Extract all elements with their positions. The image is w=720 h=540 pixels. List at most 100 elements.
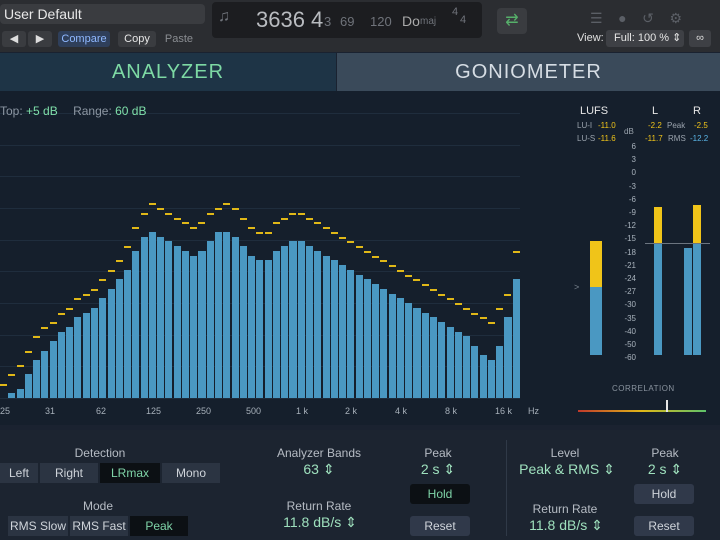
det-right[interactable]: Right (40, 463, 98, 483)
meter-scale-tick: -40 (624, 326, 636, 336)
peak-marker (463, 307, 471, 310)
spectrum-bar (405, 303, 413, 398)
spectrum-bar (413, 307, 421, 398)
frequency-tick: 31 (45, 406, 56, 416)
peak-label: Peak (667, 121, 686, 130)
peak-marker (504, 293, 512, 296)
r-peak-hold-select[interactable]: 2 s ⇕ (647, 461, 683, 477)
record-icon[interactable]: ● (618, 10, 627, 26)
compare-button[interactable]: Compare (58, 31, 110, 47)
spectrum-bar (206, 241, 214, 398)
meter-scale-tick: -30 (624, 300, 636, 310)
hold-button[interactable]: Hold (410, 484, 470, 504)
settings-icon[interactable]: ⚙ (669, 10, 683, 26)
r-hold-button[interactable]: Hold (634, 484, 694, 504)
spectrum-bar (33, 360, 41, 398)
peak-marker (16, 364, 24, 367)
spectrum-bar (289, 241, 297, 398)
peak-marker (132, 227, 140, 229)
preset-menu[interactable]: User Default (0, 4, 205, 24)
mode-peak[interactable]: Peak (130, 516, 188, 536)
spectrum-bar (314, 250, 322, 398)
frequency-tick: 1 k (296, 406, 309, 416)
range-label: Range: (73, 104, 112, 118)
next-preset-button[interactable]: ▶ (28, 31, 52, 47)
r-return-rate-select[interactable]: 11.8 dB/s ⇕ (529, 517, 603, 533)
spectrum-bar (124, 269, 132, 398)
spectrum-bar (248, 255, 256, 398)
db-label: dB (624, 127, 634, 136)
cycle-button[interactable]: ⇄ (497, 8, 527, 34)
spectrum-bar (438, 322, 446, 398)
copy-button[interactable]: Copy (118, 31, 156, 47)
spectrum-bar (107, 288, 115, 398)
peak-marker (471, 312, 479, 315)
lcd-tempo: 120 (370, 14, 392, 29)
peak-marker (148, 203, 156, 206)
r-reset-button[interactable]: Reset (634, 516, 694, 536)
r-rms-meter-b (684, 248, 692, 355)
frequency-tick: 8 k (445, 406, 458, 416)
peak-marker (438, 293, 446, 296)
r-rms-value: -12.2 (690, 134, 709, 143)
reset-button[interactable]: Reset (410, 516, 470, 536)
return-rate-select[interactable]: 11.8 dB/s ⇕ (283, 514, 357, 530)
lcd-key: Do (402, 13, 420, 29)
tab-goniometer[interactable]: GONIOMETER (337, 53, 720, 91)
meter-scale-tick: -27 (624, 287, 636, 297)
meter-scale-tick: -50 (624, 340, 636, 349)
mode-rms-slow[interactable]: RMS Slow (8, 516, 68, 536)
peak-hold-select[interactable]: 2 s ⇕ (420, 461, 456, 477)
top-value[interactable]: +5 dB (26, 104, 58, 118)
zoom-value: Full: 100 % (614, 32, 670, 44)
peak-marker (256, 231, 264, 234)
peak-marker (215, 208, 223, 210)
spectrum-bar (231, 236, 239, 398)
mode-rms-fast[interactable]: RMS Fast (70, 516, 128, 536)
r-header: R (693, 105, 701, 117)
meter-scale-tick: 0 (631, 168, 636, 178)
peak-marker (115, 260, 123, 263)
lcd-sig-top: 4 (452, 6, 459, 18)
range-value[interactable]: 60 dB (115, 104, 147, 118)
spectrum-bar (198, 250, 206, 398)
peak-marker (90, 288, 98, 291)
level-select[interactable]: Peak & RMS ⇕ (519, 461, 615, 477)
spectrum-bar (512, 279, 520, 398)
history-icon[interactable]: ↺ (642, 10, 654, 26)
peak-marker (239, 217, 247, 220)
peak-marker (272, 222, 280, 225)
peak-marker (512, 250, 520, 253)
det-mono[interactable]: Mono (162, 463, 220, 483)
paste-button[interactable]: Paste (164, 33, 194, 45)
det-left[interactable]: Left (0, 463, 38, 483)
peak-marker (314, 222, 322, 225)
r-return-rate-label: Return Rate (532, 502, 598, 516)
link-icon[interactable]: ∞ (689, 30, 711, 47)
meter-scale-tick: 3 (631, 155, 636, 165)
peak-marker (430, 288, 438, 291)
peak-marker (405, 274, 413, 277)
spectrum-bar (256, 260, 264, 398)
zoom-select[interactable]: Full: 100 % ⇕ (606, 30, 684, 47)
list-icon[interactable]: ☰ (590, 10, 603, 26)
peak-marker (248, 227, 256, 229)
grid-line (0, 208, 520, 209)
spectrum-bar (339, 265, 347, 398)
spectrum-bar (223, 231, 231, 398)
analyzer-bands-select[interactable]: 63 ⇕ (303, 461, 335, 477)
lufs-header: LUFS (580, 105, 609, 117)
peak-marker (223, 203, 231, 206)
meter-scale-tick: -12 (624, 221, 636, 231)
det-lrmax[interactable]: LRmax (100, 463, 160, 483)
prev-preset-button[interactable]: ◀ (2, 31, 26, 47)
peak-marker (173, 217, 181, 220)
peak-marker (305, 217, 313, 220)
peak-marker (8, 374, 16, 377)
spectrum-bar (504, 317, 512, 398)
meter-scale-tick: -18 (624, 247, 636, 257)
lcd-key-mode: maj (420, 16, 437, 27)
peak-marker (388, 265, 396, 267)
spectrum-bar (363, 279, 371, 398)
tab-analyzer[interactable]: ANALYZER (0, 53, 336, 91)
